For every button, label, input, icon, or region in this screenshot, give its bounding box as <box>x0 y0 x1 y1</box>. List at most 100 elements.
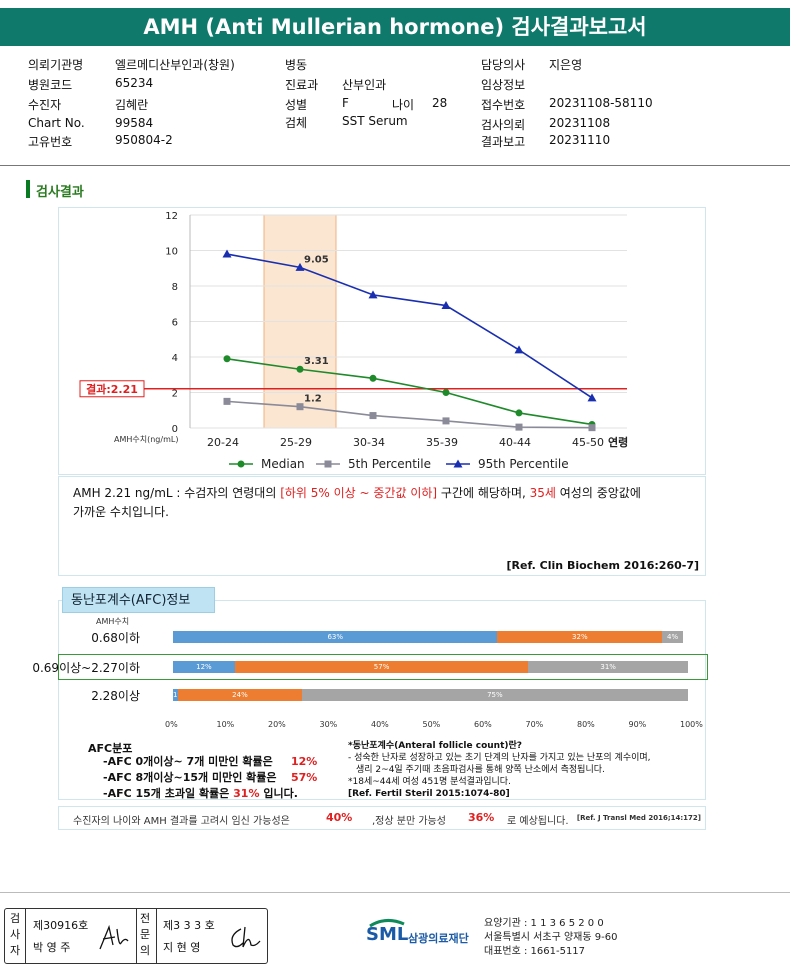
legend-marker <box>237 460 245 468</box>
afc-x-tick: 90% <box>628 720 647 729</box>
afc-bar: 63% 32% 4% <box>173 631 688 643</box>
poss-pregnancy: 40% <box>326 811 353 824</box>
afc-line-1: -AFC 0개이상~ 7개 미만인 확률은 12% <box>103 755 318 768</box>
signature1-icon <box>99 924 129 950</box>
note-age: 35세 <box>529 486 556 500</box>
data-point <box>369 412 377 420</box>
afc-bar-segment: 75% <box>301 689 688 701</box>
data-point <box>588 424 596 432</box>
data-point <box>369 374 377 382</box>
code-value: 65234 <box>115 76 154 90</box>
dept-label: 진료과 <box>285 78 319 92</box>
result-label-box <box>79 380 145 398</box>
signature2-icon <box>231 926 261 948</box>
afc-line-2: -AFC 8개이상~15개 미만인 확률은 57% <box>103 771 318 784</box>
age-label: 나이 <box>392 98 415 112</box>
series-line-2 <box>226 253 593 399</box>
poss-part3: 로 예상됩니다. <box>507 816 569 827</box>
note-part1: AMH 2.21 ng/mL : 수검자의 연령대의 <box>73 486 281 500</box>
afc-description: *동난포계수(Anteral follicle count)란? - 성숙한 난… <box>348 740 651 800</box>
afc-x-tick: 50% <box>422 720 441 729</box>
receipt-label: 접수번호 <box>481 98 526 112</box>
data-point <box>368 290 378 299</box>
afc-bar: 1%24%75% <box>173 689 688 701</box>
afc-x-tick: 0% <box>165 720 178 729</box>
legend-label: Median <box>261 457 305 471</box>
dept-value: 산부인과 <box>342 78 387 92</box>
data-point <box>441 301 451 310</box>
name2: 지 현 영 <box>163 941 201 954</box>
possibility-panel: 수진자의 나이와 AMH 결과를 고려시 임신 가능성은 40% ,정상 분만 … <box>58 806 706 830</box>
org-name: 삼광의료재단 <box>408 932 469 945</box>
afc-x-tick: 30% <box>319 720 338 729</box>
data-point <box>223 355 231 363</box>
sml-logo-icon <box>369 919 405 928</box>
name1: 박 영 주 <box>33 941 71 954</box>
signature-box: 검사자 제30916호 박 영 주 전문의 제3 3 3 호 지 현 영 <box>4 908 268 964</box>
series-line-0 <box>226 357 593 426</box>
data-point <box>514 345 524 354</box>
clinical-label: 임상정보 <box>481 78 526 92</box>
afc-row-label: 0.69이상~2.27이하 <box>32 661 140 675</box>
x-tick-label: 40-44 <box>499 436 531 449</box>
data-point <box>222 249 232 258</box>
sex-label: 성별 <box>285 98 308 112</box>
afc-bar-segment: 57% <box>234 661 529 673</box>
afc-row-label: 0.68이하 <box>91 631 140 645</box>
result-note-panel: AMH 2.21 ng/mL : 수검자의 연령대의 [하위 5% 이상 ~ 중… <box>58 476 706 576</box>
point-label: 3.31 <box>304 356 329 367</box>
x-tick-label: 35-39 <box>426 436 458 449</box>
x-tick-label: 30-34 <box>353 436 385 449</box>
afc-bar: 12% 57% 31% <box>173 661 688 673</box>
result-note-text: AMH 2.21 ng/mL : 수검자의 연령대의 [하위 5% 이상 ~ 중… <box>73 484 698 522</box>
ward-label: 병동 <box>285 58 308 72</box>
afc-dist-lines: -AFC 0개이상~ 7개 미만인 확률은 12% -AFC 8개이상~15개 미… <box>103 754 318 802</box>
age-value: 28 <box>432 96 448 110</box>
poss-part1: 수진자의 나이와 AMH 결과를 고려시 임신 가능성은 <box>73 816 290 827</box>
afc-bar-segment: 4% <box>662 631 683 643</box>
afc-axis-label: AMH수치 <box>96 617 130 626</box>
afc-bar-segment: 24% <box>178 689 302 701</box>
chart-value: 99584 <box>115 116 154 130</box>
legend-marker <box>324 460 332 468</box>
no2: 제3 3 3 호 <box>163 919 215 932</box>
no1: 제30916호 <box>33 919 89 932</box>
role2: 전문의 <box>139 912 151 957</box>
section-title: 검사결과 <box>36 185 84 200</box>
org-short: SML <box>366 924 409 945</box>
unique-label: 고유번호 <box>28 135 73 149</box>
role1: 검사자 <box>9 912 21 957</box>
data-point <box>442 417 450 425</box>
doctor-label: 담당의사 <box>481 58 526 72</box>
data-point <box>296 365 304 373</box>
x-tick-label: 20-24 <box>207 436 239 449</box>
afc-desc-2: - 성숙한 난자로 성장하고 있는 초기 단계의 난자를 가지고 있는 난포의 … <box>348 753 651 763</box>
section-marker <box>26 180 30 198</box>
sex-value: F <box>342 96 349 110</box>
afc-x-tick: 40% <box>371 720 389 729</box>
series-line-1 <box>226 400 593 429</box>
y-tick-label: 4 <box>172 353 178 364</box>
y-tick-label: 6 <box>172 318 178 329</box>
data-point <box>515 423 523 431</box>
afc-bar-segment: 63% <box>173 631 498 643</box>
patient-value: 김혜란 <box>115 98 149 112</box>
y-tick-label: 2 <box>172 389 178 400</box>
specimen-label: 검체 <box>285 116 308 130</box>
afc-desc-1: *동난포계수(Anteral follicle count)란? <box>348 741 522 751</box>
afc-tab[interactable]: 동난포계수(AFC)정보 <box>62 587 215 613</box>
x-tick-label: 45-50 <box>572 436 604 449</box>
data-point <box>442 389 450 396</box>
afc-bar-segment: 12% <box>173 661 235 673</box>
chart-label: Chart No. <box>28 116 85 130</box>
afc-x-tick: 10% <box>216 720 235 729</box>
poss-delivery: 36% <box>468 811 495 824</box>
amh-chart-panel <box>58 207 706 475</box>
afc-x-tick: 100% <box>680 720 703 729</box>
amh-chart: 0 2 4 6 8 10 12 20-24 25-29 30-34 35-39 40-44 45-50 연… <box>79 211 628 471</box>
specimen-value: SST Serum <box>342 114 408 128</box>
note-range: [하위 5% 이상 ~ 중간값 이하] <box>280 486 438 500</box>
report-title: AMH (Anti Mullerian hormone) 검사결과보고서 <box>0 8 790 46</box>
report-value: 20231110 <box>549 133 611 147</box>
afc-bar-segment: 31% <box>528 661 688 673</box>
